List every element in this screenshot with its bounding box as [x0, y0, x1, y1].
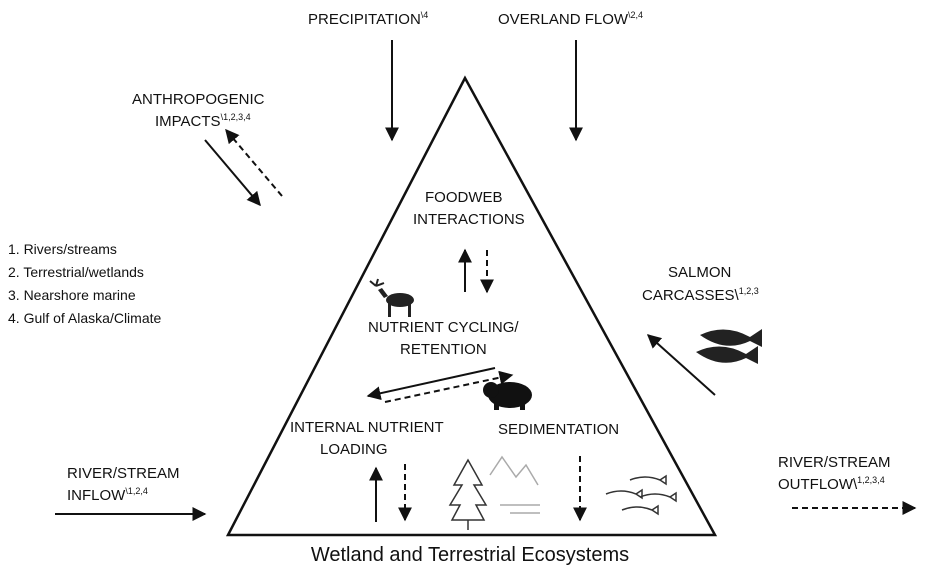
inflow-label: RIVER/STREAM [67, 465, 180, 482]
process-label: FOODWEB [425, 189, 503, 206]
anthropogenic-label: IMPACTS\1,2,3,4 [155, 112, 251, 130]
salmon-label: CARCASSES\1,2,3 [642, 286, 759, 304]
moose-icon [370, 279, 414, 317]
process-label: INTERNAL NUTRIENT [290, 419, 444, 436]
legend-item: 1. Rivers/streams [8, 241, 117, 257]
inflow-label: INFLOW\1,2,4 [67, 486, 148, 504]
overland-flow-label: OVERLAND FLOW\2,4 [498, 10, 643, 28]
process-label: SEDIMENTATION [498, 421, 619, 438]
process-label: NUTRIENT CYCLING/ [368, 319, 519, 336]
legend-item: 3. Nearshore marine [8, 287, 136, 303]
caption: Wetland and Terrestrial Ecosystems [311, 544, 629, 566]
precipitation-label: PRECIPITATION\4 [308, 10, 428, 28]
fish-icon [606, 476, 676, 514]
salmon-icon [696, 329, 762, 364]
arrow [648, 335, 715, 395]
process-label: RETENTION [400, 341, 487, 358]
arrow [205, 140, 260, 205]
legend: 1. Rivers/streams 2. Terrestrial/wetland… [8, 241, 162, 326]
salmon-label: SALMON [668, 264, 731, 281]
diagram: PRECIPITATION\4 OVERLAND FLOW\2,4 ANTHRO… [0, 0, 925, 575]
outflow-label: RIVER/STREAM [778, 454, 891, 471]
legend-item: 4. Gulf of Alaska/Climate [8, 310, 162, 326]
process-label: INTERACTIONS [413, 211, 525, 228]
outflow-label: OUTFLOW\1,2,3,4 [778, 475, 885, 493]
arrow [226, 130, 282, 196]
legend-item: 2. Terrestrial/wetlands [8, 264, 144, 280]
trees-icon [450, 457, 540, 530]
process-label: LOADING [320, 441, 388, 458]
anthropogenic-label: ANTHROPOGENIC [132, 91, 265, 108]
bear-icon [483, 382, 532, 410]
